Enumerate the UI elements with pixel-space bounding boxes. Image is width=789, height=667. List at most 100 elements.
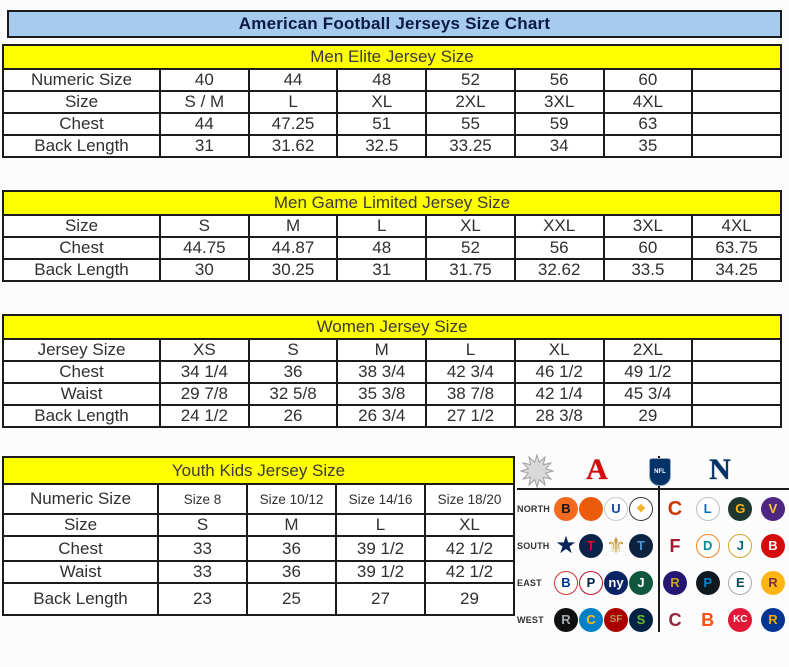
table-cell: 51 — [336, 112, 428, 136]
division-row-south: SOUTH ★ T ⚜ T F D J B — [517, 527, 789, 564]
row-label: Numeric Size — [2, 483, 159, 515]
afc-north-teams: B U ◆ — [554, 496, 653, 521]
saints-logo: ⚜ — [606, 532, 626, 558]
table-cell: L — [247, 90, 339, 114]
table-cell: 31 — [159, 134, 250, 158]
table-cell: 42 1/2 — [424, 560, 515, 584]
table-cell: 31.62 — [247, 134, 339, 158]
table-cell: 56 — [513, 68, 605, 92]
row-label: Jersey Size — [2, 338, 161, 362]
49ers-logo: SF — [604, 607, 628, 632]
chargers-logo: C — [579, 607, 603, 632]
table-cell: 29 7/8 — [159, 382, 250, 406]
table-cell: 31.75 — [425, 258, 516, 282]
steelers-logo: ◆ — [629, 496, 653, 521]
row-label: Back Length — [2, 582, 159, 616]
table-cell: XS — [159, 338, 250, 362]
division-label: SOUTH — [517, 540, 550, 551]
table-row: Chest 33 36 39 1/2 42 1/2 — [2, 535, 515, 562]
bills-logo: B — [554, 570, 578, 595]
table-cell: 44 — [247, 68, 339, 92]
row-label: Waist — [2, 560, 159, 584]
table-row: Size S M L XL XXL 3XL 4XL — [2, 214, 782, 238]
row-label: Chest — [2, 360, 161, 384]
table-cell: 29 — [602, 404, 694, 428]
texans-logo: T — [579, 533, 603, 558]
jaguars-logo: J — [728, 533, 753, 558]
table-cell: 36 — [247, 360, 339, 384]
table-cell: 25 — [246, 582, 337, 616]
table-cell: 2XL — [602, 338, 694, 362]
table-cell — [691, 90, 782, 114]
division-row-north: NORTH B U ◆ C L G V — [517, 490, 789, 527]
table-cell: 26 — [247, 404, 339, 428]
afc-south-teams: ★ T ⚜ T — [554, 532, 653, 558]
row-label: Numeric Size — [2, 68, 161, 92]
table-cell: 26 3/4 — [336, 404, 428, 428]
conference-divider-line — [658, 456, 660, 632]
table-row: Chest 44 47.25 51 55 59 63 — [2, 112, 782, 136]
table-cell: 47.25 — [247, 112, 339, 136]
afc-west-teams: R C SF S — [554, 607, 653, 632]
table-cell: Size 18/20 — [424, 483, 515, 515]
table-cell: S — [159, 214, 250, 238]
table-cell: 48 — [336, 236, 428, 260]
table-cell: 39 1/2 — [335, 535, 426, 562]
table-cell: 4XL — [602, 90, 694, 114]
table-cell: 34.25 — [691, 258, 782, 282]
table-row: Back Length 23 25 27 29 — [2, 582, 515, 616]
table-cell: 52 — [425, 68, 516, 92]
table-cell: 32.62 — [513, 258, 605, 282]
table-cell: Size 14/16 — [335, 483, 426, 515]
table-cell: 44 — [159, 112, 250, 136]
table-cell: 3XL — [513, 90, 605, 114]
table-cell: M — [247, 214, 339, 238]
page-title: American Football Jerseys Size Chart — [7, 10, 782, 38]
table-row: Numeric Size 40 44 48 52 56 60 — [2, 68, 782, 92]
row-label: Chest — [2, 535, 159, 562]
table-cell: S / M — [159, 90, 250, 114]
table-cell: 35 3/8 — [336, 382, 428, 406]
row-label: Back Length — [2, 258, 161, 282]
table-cell: 36 — [246, 560, 337, 584]
row-label: Chest — [2, 236, 161, 260]
table-cell: 30.25 — [247, 258, 339, 282]
size-table-women-jersey-size: Women Jersey Size Jersey Size XS S M L XL 2XL Ch… — [2, 314, 782, 428]
row-label: Size — [2, 214, 161, 238]
row-label: Size — [2, 90, 161, 114]
table-cell: 23 — [157, 582, 248, 616]
table-row: Jersey Size XS S M L XL 2XL — [2, 338, 782, 362]
table-section-header: Youth Kids Jersey Size — [2, 456, 515, 485]
division-row-west: WEST R C SF S C B KC R — [517, 601, 789, 638]
table-row: Numeric Size Size 8 Size 10/12 Size 14/16 Si… — [2, 483, 515, 515]
table-cell: S — [157, 513, 248, 537]
table-cell: 32.5 — [336, 134, 428, 158]
seahawks-logo: S — [629, 607, 653, 632]
table-row: Back Length 31 31.62 32.5 33.25 34 35 — [2, 134, 782, 158]
browns-logo — [579, 496, 603, 521]
buccaneers-logo: B — [760, 533, 785, 558]
table-cell: L — [425, 338, 516, 362]
table-row: Back Length 24 1/2 26 26 3/4 27 1/2 28 3/8 29 — [2, 404, 782, 428]
nfc-logo: N — [709, 453, 731, 486]
table-cell: S — [247, 338, 339, 362]
table-cell: 63.75 — [691, 236, 782, 260]
table-cell: 48 — [336, 68, 428, 92]
table-cell: 52 — [425, 236, 516, 260]
eagles-logo: E — [728, 570, 753, 595]
table-cell: 34 — [513, 134, 605, 158]
table-cell: 60 — [602, 236, 694, 260]
chiefs-logo: KC — [728, 607, 753, 632]
bears-logo: C — [667, 497, 683, 520]
table-cell: 33.25 — [425, 134, 516, 158]
conference-header-row: A NFL N — [517, 453, 789, 490]
table-cell: Size 8 — [157, 483, 248, 515]
table-cell: XL — [513, 338, 605, 362]
dolphins-logo: D — [695, 533, 720, 558]
table-cell: 33 — [157, 535, 248, 562]
table-cell: XXL — [513, 214, 605, 238]
